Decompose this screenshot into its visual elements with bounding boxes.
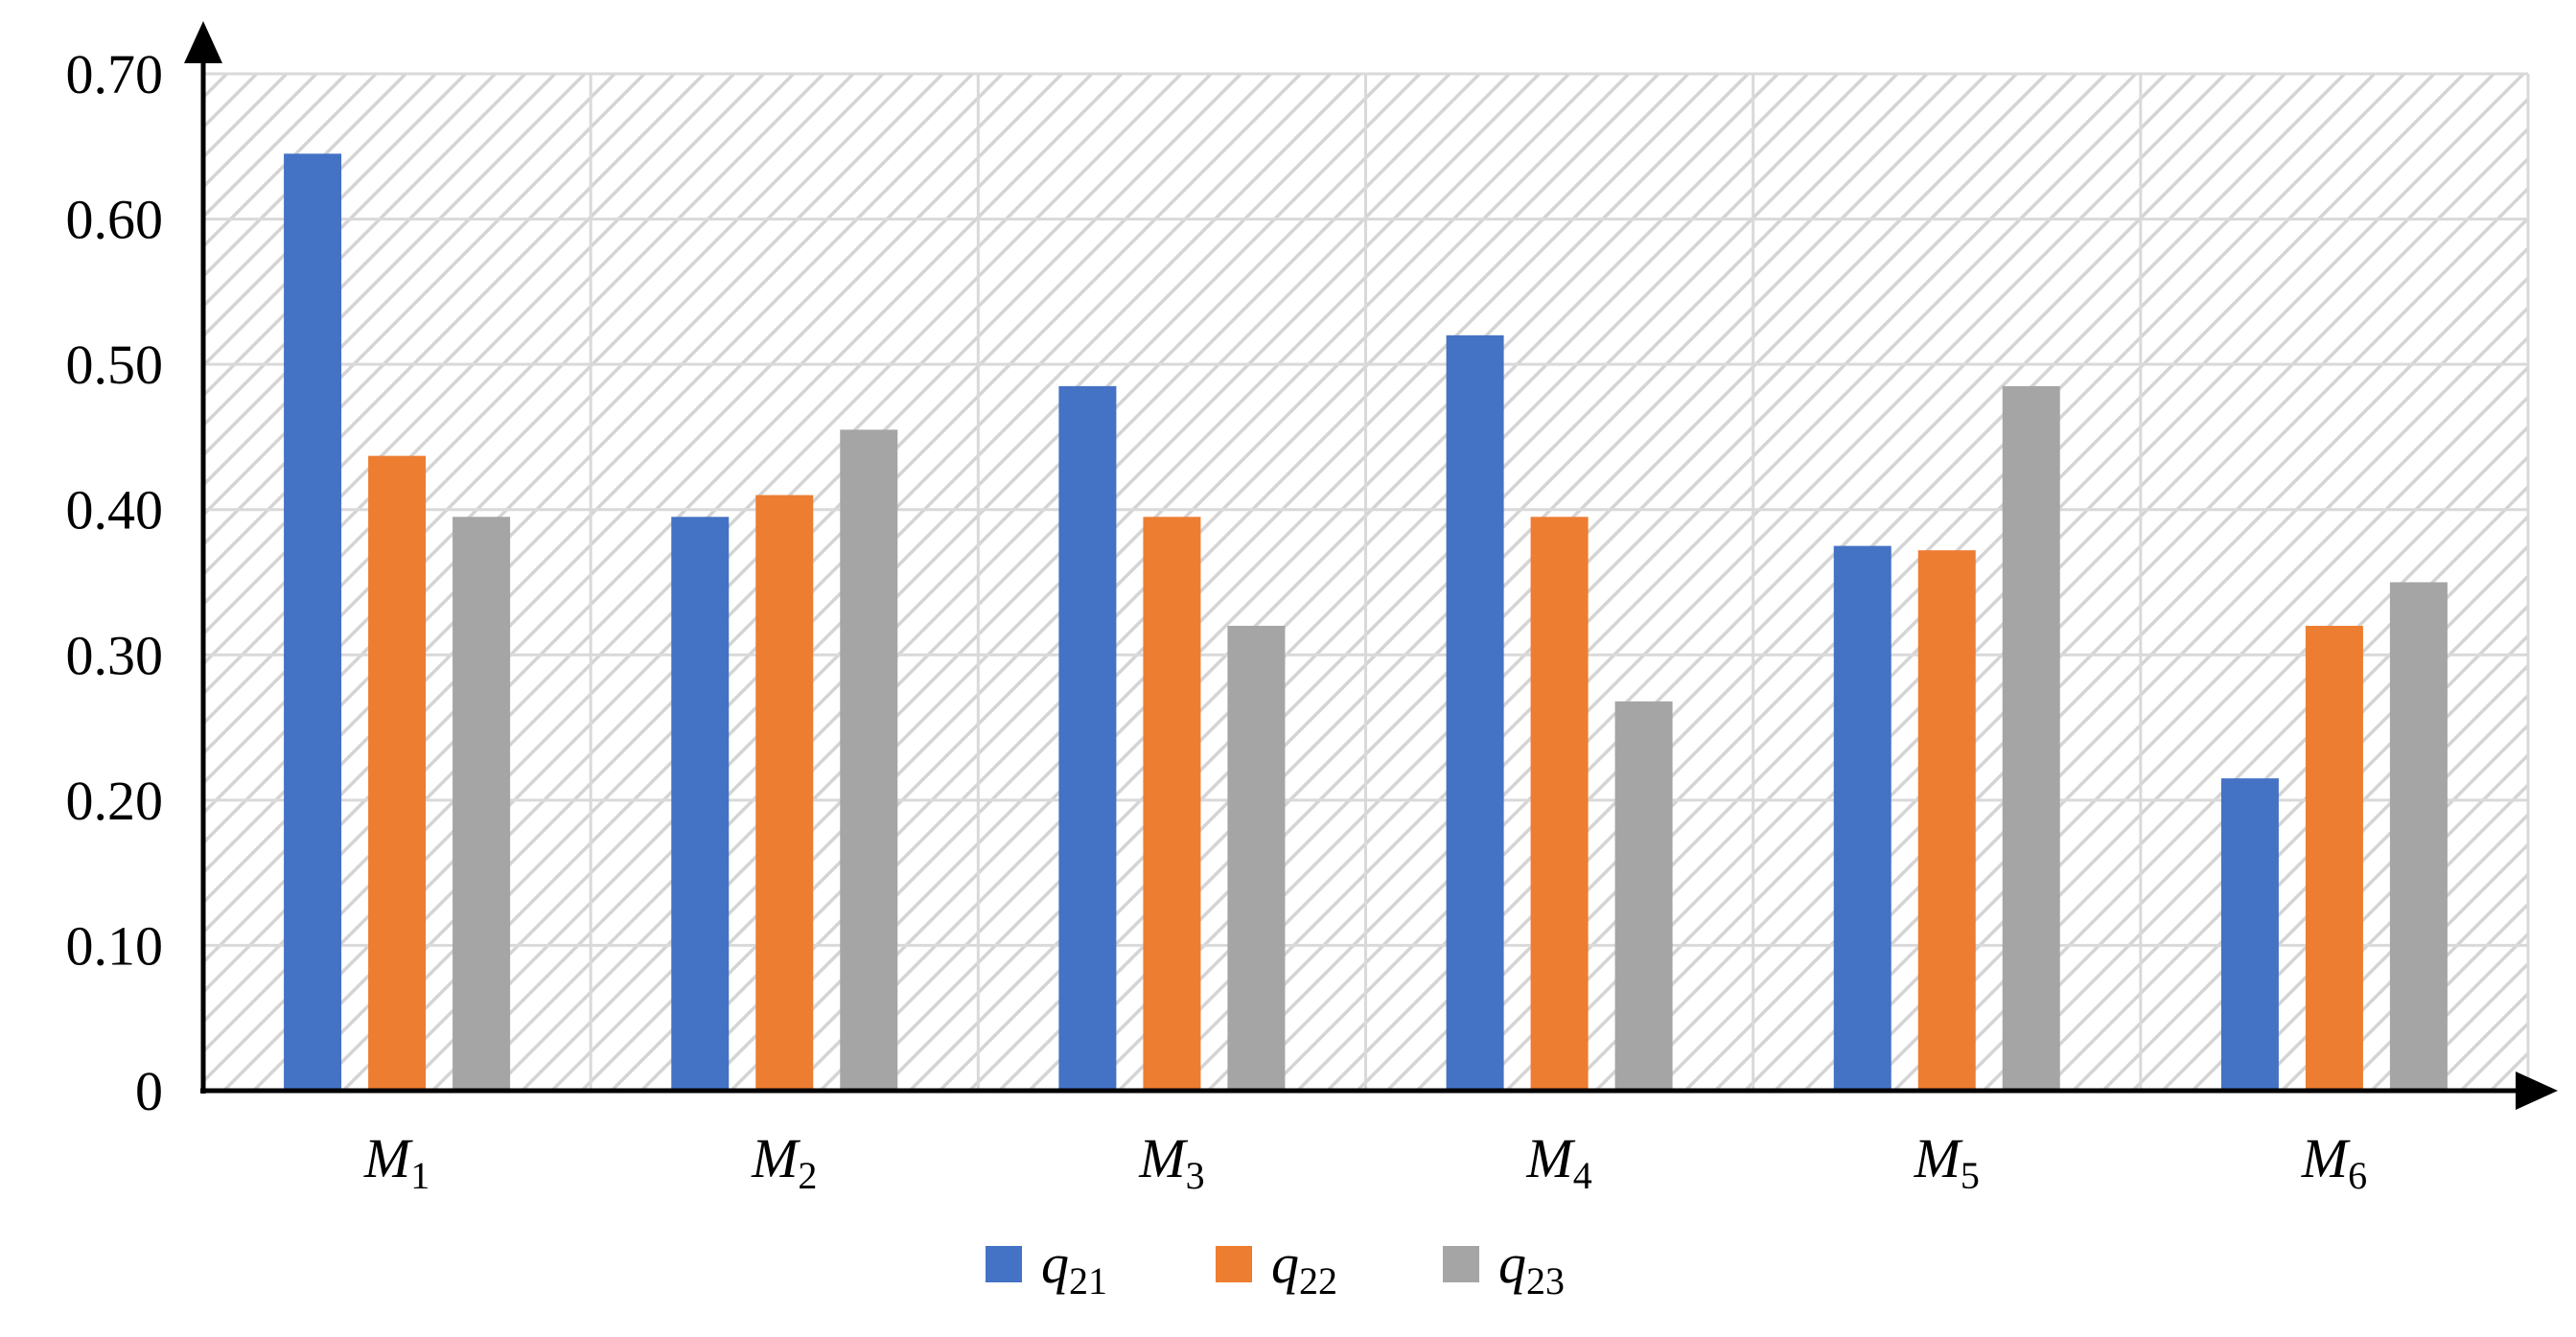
legend-swatch: [1443, 1246, 1479, 1282]
x-category-labels: M1 M2 M3 M4 M5 M6: [363, 1127, 2367, 1197]
y-tick-label: 0.30: [66, 624, 164, 686]
bar: [671, 517, 730, 1091]
bar: [840, 429, 898, 1092]
y-axis-arrowhead: [184, 21, 222, 63]
bar: [1143, 517, 1201, 1091]
x-axis-arrowhead: [2516, 1072, 2558, 1110]
bar: [2220, 778, 2279, 1091]
y-tick-label: 0.60: [66, 189, 164, 251]
bar: [284, 153, 342, 1092]
x-category-label: M6: [2301, 1127, 2367, 1197]
bar: [368, 455, 427, 1092]
legend: q21 q22 q23: [986, 1233, 1565, 1302]
bar: [1833, 545, 1891, 1091]
legend-item: q23: [1443, 1233, 1565, 1302]
bars: [284, 153, 2448, 1092]
legend-swatch: [986, 1246, 1022, 1282]
bar: [755, 495, 814, 1091]
gridlines: [203, 72, 2530, 1091]
legend-label: q23: [1498, 1233, 1565, 1302]
y-tick-labels: 0 0.10 0.20 0.30 0.40 0.50 0.60 0.70: [66, 43, 164, 1122]
x-category-label: M1: [363, 1127, 429, 1197]
bar: [1530, 517, 1589, 1091]
y-tick-label: 0.40: [66, 479, 164, 542]
y-tick-label: 0.10: [66, 914, 164, 977]
legend-label: q21: [1041, 1233, 1107, 1302]
bar: [1446, 334, 1504, 1091]
axes: [184, 21, 2558, 1110]
bar: [1614, 701, 1673, 1091]
bar: [2002, 385, 2060, 1092]
x-category-label: M2: [751, 1127, 817, 1197]
bar: [2305, 625, 2363, 1091]
y-tick-label: 0.50: [66, 334, 164, 396]
bar: [1227, 625, 1286, 1091]
y-tick-label: 0: [135, 1060, 163, 1122]
bar: [2389, 582, 2448, 1091]
x-category-label: M3: [1138, 1127, 1204, 1197]
x-category-label: M4: [1525, 1127, 1591, 1197]
legend-item: q21: [986, 1233, 1107, 1302]
y-tick-label: 0.20: [66, 770, 164, 832]
bar: [453, 517, 511, 1091]
x-category-label: M5: [1914, 1127, 1980, 1197]
legend-swatch: [1216, 1246, 1252, 1282]
bar: [1058, 385, 1117, 1092]
legend-label: q22: [1271, 1233, 1337, 1302]
y-tick-label: 0.70: [66, 43, 164, 105]
bar: [1917, 550, 1976, 1091]
legend-item: q22: [1216, 1233, 1337, 1302]
